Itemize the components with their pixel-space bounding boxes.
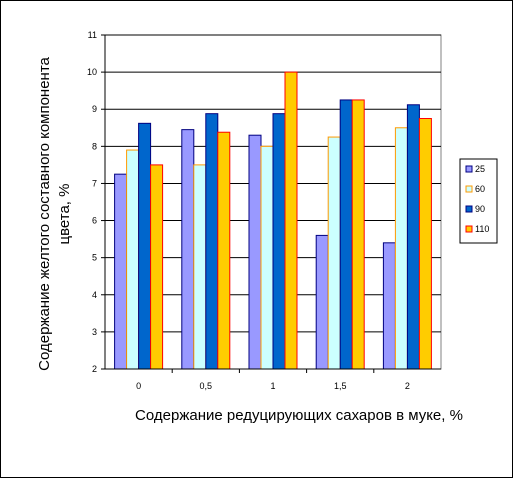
y-tick-label: 5 <box>92 253 97 263</box>
bar-90-1 <box>205 113 219 370</box>
y-tick-label: 10 <box>87 67 97 77</box>
bar-90-4 <box>406 104 420 370</box>
bar-110-1 <box>217 131 231 370</box>
y-tick-label: 7 <box>92 178 97 188</box>
bar-25-4 <box>382 242 396 370</box>
bar-60-4 <box>394 127 408 370</box>
x-axis-title: Содержание редуцирующих сахаров в муке, … <box>135 407 463 424</box>
x-tick-label: 2 <box>405 381 410 391</box>
y-tick-labels: 2 3 4 5 6 7 8 9 10 11 <box>87 30 105 374</box>
x-tick-labels: 0 0,5 1 1,5 2 <box>136 369 410 391</box>
legend-swatch-90 <box>465 205 473 213</box>
bar-110-4 <box>418 118 432 370</box>
bar-110-2 <box>284 71 298 370</box>
bar-25-3 <box>315 234 329 370</box>
x-tick-label: 1,5 <box>334 381 347 391</box>
bar-25-1 <box>181 129 195 370</box>
bar-60-1 <box>193 164 207 370</box>
legend-swatch-110 <box>465 225 473 233</box>
bar-60-0 <box>126 149 140 370</box>
x-tick-label: 0,5 <box>200 381 213 391</box>
legend-label-25: 25 <box>475 164 485 174</box>
bar-90-3 <box>339 99 353 370</box>
y-tick-label: 2 <box>92 364 97 374</box>
y-axis-title: Содержание желтого составного компонента… <box>36 56 73 370</box>
y-tick-label: 6 <box>92 216 97 226</box>
y-axis-title-line2: цвета, % <box>56 184 73 245</box>
y-tick-label: 3 <box>92 327 97 337</box>
y-tick-label: 11 <box>88 30 97 40</box>
legend-label-60: 60 <box>475 184 485 194</box>
bar-110-3 <box>351 99 365 370</box>
y-tick-label: 4 <box>92 290 97 300</box>
legend-label-90: 90 <box>475 204 485 214</box>
y-tick-label: 9 <box>92 104 97 114</box>
legend: 25 60 90 110 <box>459 158 498 244</box>
bar-25-0 <box>114 173 128 370</box>
legend-swatch-25 <box>465 165 473 173</box>
bar-60-2 <box>260 145 274 370</box>
bar-25-2 <box>248 134 262 370</box>
bars <box>114 71 432 370</box>
bar-90-2 <box>272 113 286 370</box>
x-tick-label: 1 <box>270 381 275 391</box>
x-tick-label: 0 <box>136 381 141 391</box>
y-axis-title-line1: Содержание желтого составного компонента <box>36 56 53 370</box>
legend-swatch-60 <box>465 185 473 193</box>
legend-items: 25 60 90 110 <box>465 164 489 234</box>
bar-110-0 <box>150 164 164 370</box>
y-tick-label: 8 <box>92 141 97 151</box>
bar-60-3 <box>327 136 341 370</box>
legend-label-110: 110 <box>475 224 489 234</box>
bar-90-0 <box>138 122 152 370</box>
